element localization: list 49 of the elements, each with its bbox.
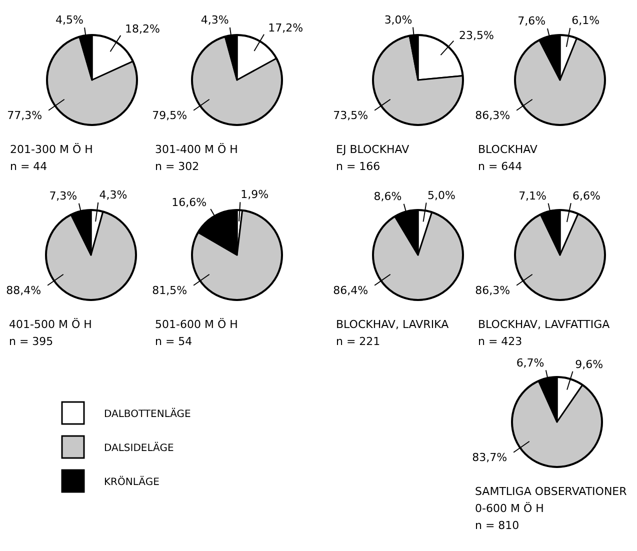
data-label: 77,3%	[7, 108, 42, 122]
data-label: 5,0%	[428, 188, 456, 202]
data-label: 6,1%	[572, 14, 600, 28]
data-label: 86,4%	[333, 284, 368, 297]
data-label: 73,5%	[333, 108, 368, 122]
data-label: 7,1%	[518, 190, 547, 203]
data-label: 17,2%	[268, 22, 304, 35]
text: n = 423	[478, 335, 522, 348]
data-label: 88,4%	[6, 284, 42, 297]
data-label: 9,6%	[575, 358, 604, 371]
legend-label: DALBOTTENLÄGE	[104, 407, 191, 420]
data-label: 23,5%	[459, 28, 494, 42]
data-label: 79,5%	[152, 108, 188, 122]
text: 301-400 M Ö H	[155, 142, 238, 156]
data-label: 3,0%	[384, 13, 412, 26]
text: n = 302	[155, 160, 200, 173]
text: BLOCKHAV	[478, 143, 538, 156]
text: 401-500 M Ö H	[9, 317, 92, 331]
data-label: 8,6%	[374, 190, 402, 204]
data-label: 83,7%	[472, 450, 508, 464]
text: SAMTLIGA OBSERVATIONER	[475, 485, 628, 498]
text: n = 166	[336, 160, 380, 173]
text: BLOCKHAV, LAVRIKA	[336, 318, 450, 331]
text: BLOCKHAV, LAVFATTIGA	[478, 318, 610, 331]
data-label: 7,3%	[49, 190, 78, 203]
data-label: 86,3%	[475, 284, 510, 297]
text: 0-600 M Ö H	[475, 501, 544, 515]
data-label: 4,5%	[55, 14, 84, 27]
text: EJ BLOCKHAV	[336, 143, 410, 156]
data-label: 86,3%	[475, 108, 510, 122]
text: n = 810	[475, 519, 520, 532]
data-label: 6,7%	[516, 356, 544, 370]
data-label: 18,2%	[125, 22, 160, 36]
data-label: 16,6%	[172, 196, 207, 210]
text: n = 44	[10, 160, 48, 173]
data-label: 4,3%	[200, 14, 229, 27]
data-label: 1,9%	[240, 188, 269, 202]
text: n = 221	[336, 335, 380, 348]
data-label: 7,6%	[518, 14, 546, 28]
text: 201-300 M Ö H	[10, 142, 93, 156]
data-label: 6,6%	[572, 189, 601, 202]
text: n = 644	[478, 160, 522, 173]
text: n = 54	[155, 335, 192, 348]
data-label: 81,5%	[152, 284, 188, 297]
text: n = 395	[9, 335, 54, 348]
text: 501-600 M Ö H	[155, 317, 238, 331]
data-label: 4,3%	[99, 188, 128, 202]
legend-label: KRÖNLÄGE	[104, 475, 160, 488]
legend-label: DALSIDELÄGE	[104, 441, 174, 454]
